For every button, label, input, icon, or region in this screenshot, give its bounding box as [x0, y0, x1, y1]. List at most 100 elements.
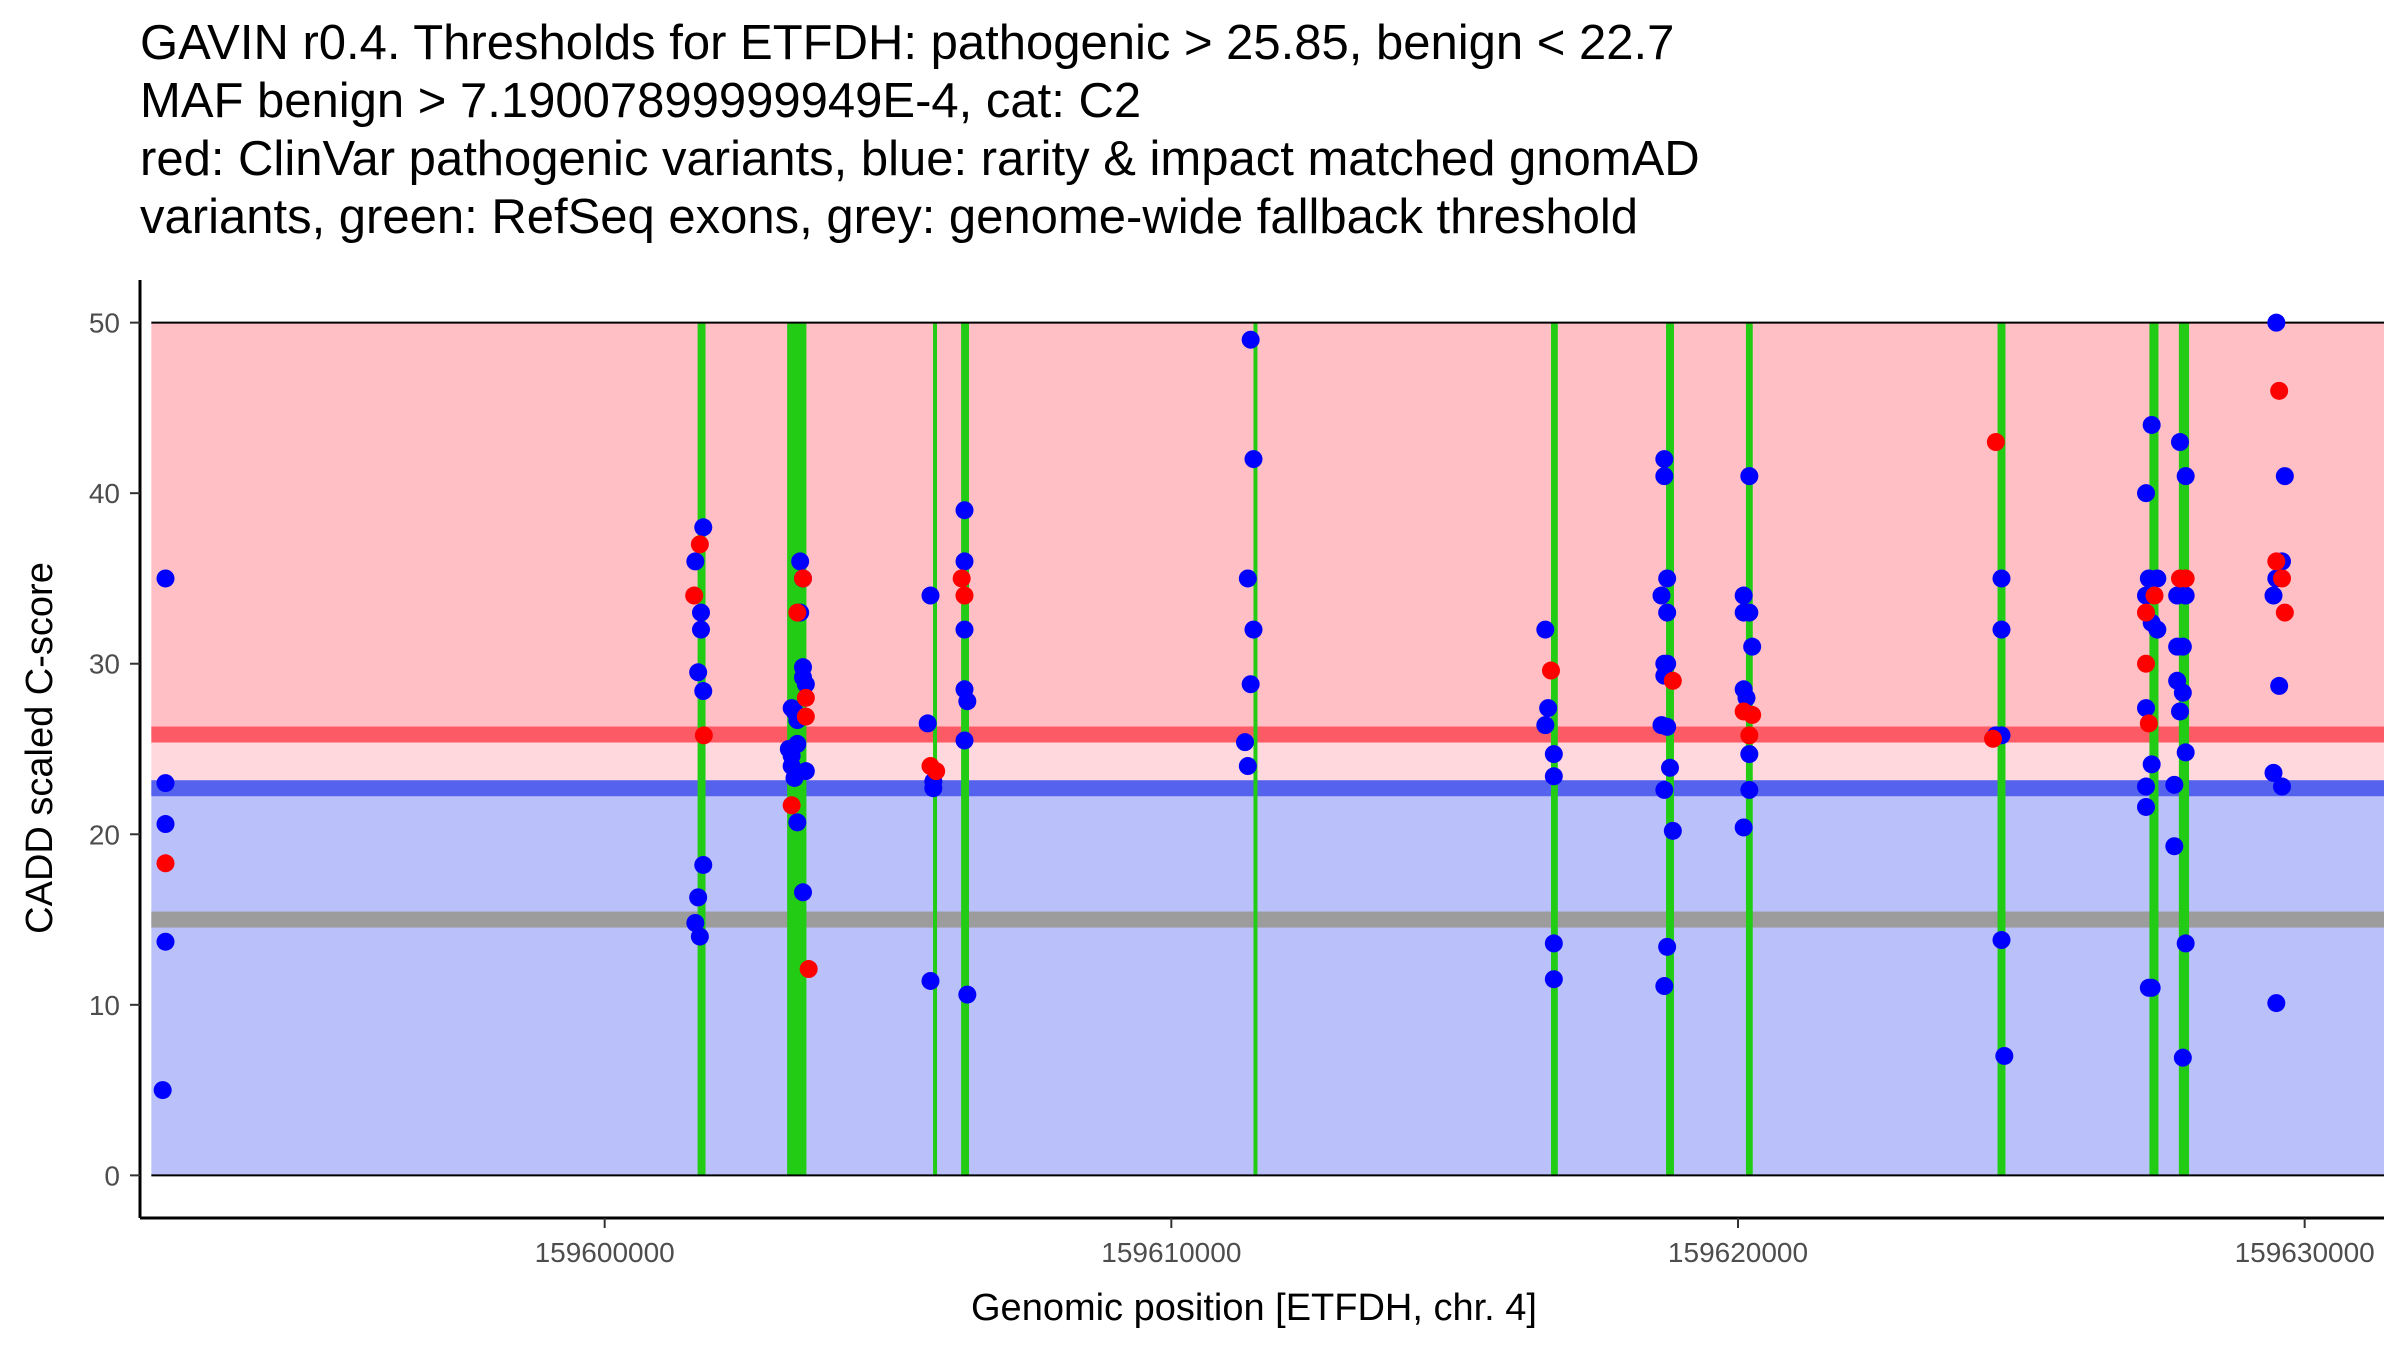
gnomad-point	[1536, 620, 1555, 639]
clinvar-point	[1663, 671, 1682, 690]
clinvar-point	[2145, 586, 2164, 605]
gnomad-point	[694, 682, 713, 701]
clinvar-point	[156, 854, 175, 873]
clinvar-point	[2139, 714, 2158, 733]
grey-zone-band	[151, 734, 2385, 789]
clinvar-points	[156, 381, 2294, 979]
gnomad-point	[1241, 675, 1260, 694]
gnomad-point	[2267, 313, 2286, 332]
gnomad-point	[1658, 937, 1677, 956]
gnomad-point	[1740, 745, 1759, 764]
gnomad-point	[1544, 970, 1563, 989]
gnomad-point	[788, 813, 807, 832]
gnomad-point	[1661, 758, 1679, 777]
exon-line-9	[1997, 322, 2006, 1176]
gnomad-point	[1743, 637, 1762, 656]
y-tick-label: 10	[89, 990, 120, 1021]
gnomad-point	[156, 932, 175, 951]
benign-threshold-line	[151, 780, 2385, 797]
gnomad-point	[1737, 688, 1756, 707]
title-line-3: red: ClinVar pathogenic variants, blue: …	[140, 132, 1700, 186]
clinvar-point	[952, 569, 971, 588]
gnomad-point	[1655, 780, 1674, 799]
y-tick-label: 50	[89, 308, 120, 339]
gnomad-point	[694, 518, 713, 537]
gnomad-point	[2137, 777, 2155, 796]
chart-title: GAVIN r0.4. Thresholds for ETFDH: pathog…	[140, 14, 2380, 246]
gnomad-point	[153, 1081, 172, 1100]
title-line-1: GAVIN r0.4. Thresholds for ETFDH: pathog…	[140, 16, 1675, 70]
gnomad-point	[1544, 934, 1563, 953]
gnomad-point	[794, 883, 812, 902]
gnomad-point	[2173, 1048, 2192, 1067]
gnomad-point	[692, 620, 710, 639]
gnomad-point	[2137, 699, 2155, 718]
clinvar-point	[1542, 661, 1560, 680]
exon-line-7	[1666, 322, 1674, 1176]
gnomad-point	[692, 603, 710, 622]
gnomad-point	[1536, 716, 1555, 735]
title-line-2: MAF benign > 7.19007899999949E-4, cat: C…	[140, 74, 1142, 128]
clinvar-point	[2275, 603, 2294, 622]
clinvar-point	[1986, 433, 2005, 452]
gnomad-point	[1740, 603, 1759, 622]
y-tick-label: 30	[89, 649, 120, 680]
gnomad-point	[1655, 450, 1674, 469]
gnomad-point	[156, 774, 175, 793]
gnomad-point	[1992, 569, 2011, 588]
gnomad-point	[1652, 586, 1671, 605]
gnomad-point	[2142, 415, 2161, 434]
gnomad-point	[2148, 569, 2167, 588]
gnomad-point	[156, 815, 175, 834]
gnomad-point	[955, 620, 974, 639]
gnomad-point	[918, 714, 937, 733]
gnomad-point	[2176, 467, 2195, 486]
clinvar-point	[955, 586, 974, 605]
threshold-bands	[151, 322, 2385, 1176]
gnomad-point	[1539, 699, 1558, 718]
gnomad-point	[1658, 603, 1677, 622]
gnomad-point	[2264, 586, 2283, 605]
clinvar-point	[2137, 603, 2155, 622]
gnomad-point	[2171, 702, 2189, 721]
gnomad-point	[2142, 978, 2161, 997]
exon-line-10	[2149, 322, 2159, 1176]
clinvar-point	[1743, 705, 1762, 724]
gnomad-point	[2173, 637, 2192, 656]
gnomad-point	[686, 913, 705, 932]
gnomad-point	[921, 586, 940, 605]
x-tick-label: 159620000	[1668, 1237, 1808, 1268]
gnomad-point	[921, 971, 940, 990]
clinvar-point	[788, 603, 807, 622]
gnomad-point	[1544, 767, 1563, 786]
gnomad-point	[796, 675, 815, 694]
gnomad-point	[1658, 569, 1677, 588]
gnomad-point	[156, 569, 175, 588]
gnomad-point	[2148, 620, 2167, 639]
gnomad-point	[2270, 676, 2289, 695]
gnomad-point	[686, 552, 705, 571]
x-axis-ticks: 159600000 159610000 159620000 159630000	[535, 1218, 2375, 1268]
gnomad-point	[791, 552, 810, 571]
exon-line-1	[697, 322, 706, 1176]
gnomad-point	[1663, 821, 1682, 840]
gnomad-point	[1655, 467, 1674, 486]
benign-zone-band	[151, 788, 2385, 1176]
gnomad-point	[955, 552, 974, 571]
title-line-4: variants, green: RefSeq exons, grey: gen…	[140, 190, 1639, 244]
gnomad-point	[1655, 977, 1674, 996]
gnomad-point	[2171, 433, 2189, 452]
pathogenic-threshold-line	[151, 726, 2385, 743]
x-axis-title: Genomic position [ETFDH, chr. 4]	[971, 1287, 1537, 1329]
gnomad-point	[2264, 763, 2283, 782]
gnomad-point	[1244, 450, 1263, 469]
clinvar-point	[796, 707, 815, 726]
x-tick-label: 159600000	[535, 1237, 675, 1268]
exon-line-3	[933, 322, 938, 1176]
clinvar-point	[796, 688, 815, 707]
y-tick-label: 20	[89, 819, 120, 850]
clinvar-point	[2267, 552, 2286, 571]
gnomad-point	[2137, 484, 2155, 503]
gnomad-point	[1992, 931, 2011, 950]
gnomad-point	[689, 888, 708, 907]
